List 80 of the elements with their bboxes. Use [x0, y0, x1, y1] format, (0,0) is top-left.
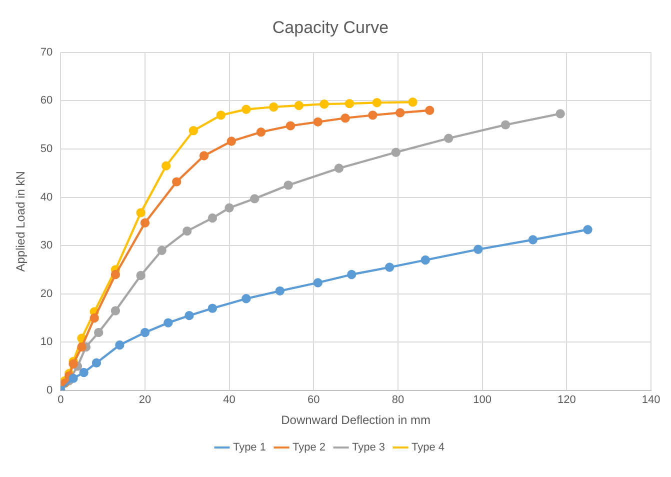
- point: [313, 117, 322, 127]
- y-tick-label: 50: [40, 143, 53, 156]
- point: [340, 113, 350, 123]
- y-tick-label: 60: [40, 94, 53, 107]
- x-tick-label: 20: [138, 394, 152, 406]
- point: [216, 110, 226, 120]
- x-tick-label: 80: [392, 394, 404, 406]
- y-tick-label: 10: [40, 336, 53, 348]
- x-tick-label: 140: [642, 394, 660, 406]
- point: [140, 328, 150, 338]
- point: [115, 340, 124, 350]
- x-tick-label: 100: [473, 394, 492, 406]
- x-tick-label: 0: [58, 394, 64, 406]
- point: [226, 136, 236, 146]
- chart-title: Capacity Curve: [272, 18, 389, 37]
- point: [556, 109, 565, 118]
- legend-label: Type 3: [352, 442, 386, 454]
- point: [372, 98, 382, 108]
- y-tick-label: 30: [40, 240, 53, 252]
- point: [583, 225, 592, 234]
- point: [395, 108, 405, 118]
- point: [199, 151, 209, 160]
- point: [182, 226, 192, 236]
- point: [184, 310, 194, 320]
- point: [224, 203, 234, 212]
- point: [344, 98, 354, 108]
- point: [384, 262, 394, 272]
- legend-label: Type 1: [232, 442, 266, 454]
- point: [242, 104, 251, 114]
- point: [528, 235, 538, 244]
- point: [164, 318, 173, 328]
- point: [68, 374, 78, 383]
- y-tick-label: 70: [40, 46, 53, 58]
- point: [136, 208, 146, 218]
- legend-label: Type 4: [412, 442, 445, 454]
- point: [157, 246, 166, 255]
- point: [286, 121, 296, 130]
- y-tick-label: 0: [46, 384, 53, 396]
- point: [284, 180, 293, 190]
- point: [420, 255, 430, 265]
- y-tick-label: 20: [40, 288, 53, 300]
- point: [425, 106, 434, 115]
- point: [77, 342, 86, 352]
- x-tick-label: 60: [308, 394, 320, 406]
- point: [188, 126, 198, 136]
- point: [474, 244, 483, 254]
- point: [275, 286, 285, 296]
- point: [256, 127, 266, 137]
- point: [391, 148, 400, 157]
- point: [161, 161, 171, 170]
- point: [444, 134, 454, 143]
- point: [110, 270, 120, 280]
- point: [68, 359, 78, 368]
- point: [347, 270, 356, 280]
- point: [294, 100, 304, 110]
- x-tick-label: 40: [223, 394, 236, 406]
- point: [140, 218, 150, 228]
- y-axis-title: Applied Load in kN: [14, 171, 28, 272]
- point: [90, 313, 99, 323]
- point: [92, 358, 102, 368]
- point: [334, 164, 344, 173]
- point: [136, 270, 146, 280]
- point: [94, 328, 104, 338]
- point: [208, 213, 218, 223]
- point: [268, 102, 278, 112]
- x-axis-title: Downward Deflection in mm: [281, 413, 431, 428]
- point: [313, 278, 322, 288]
- point: [408, 98, 418, 107]
- x-tick-label: 120: [557, 394, 576, 406]
- point: [172, 177, 182, 186]
- point: [368, 110, 378, 120]
- point: [320, 99, 329, 109]
- point: [208, 304, 218, 313]
- point: [242, 294, 251, 304]
- point: [250, 194, 260, 204]
- point: [500, 120, 510, 130]
- y-tick-label: 40: [40, 191, 53, 204]
- point: [110, 306, 120, 316]
- point: [79, 368, 88, 378]
- legend-label: Type 2: [292, 442, 326, 454]
